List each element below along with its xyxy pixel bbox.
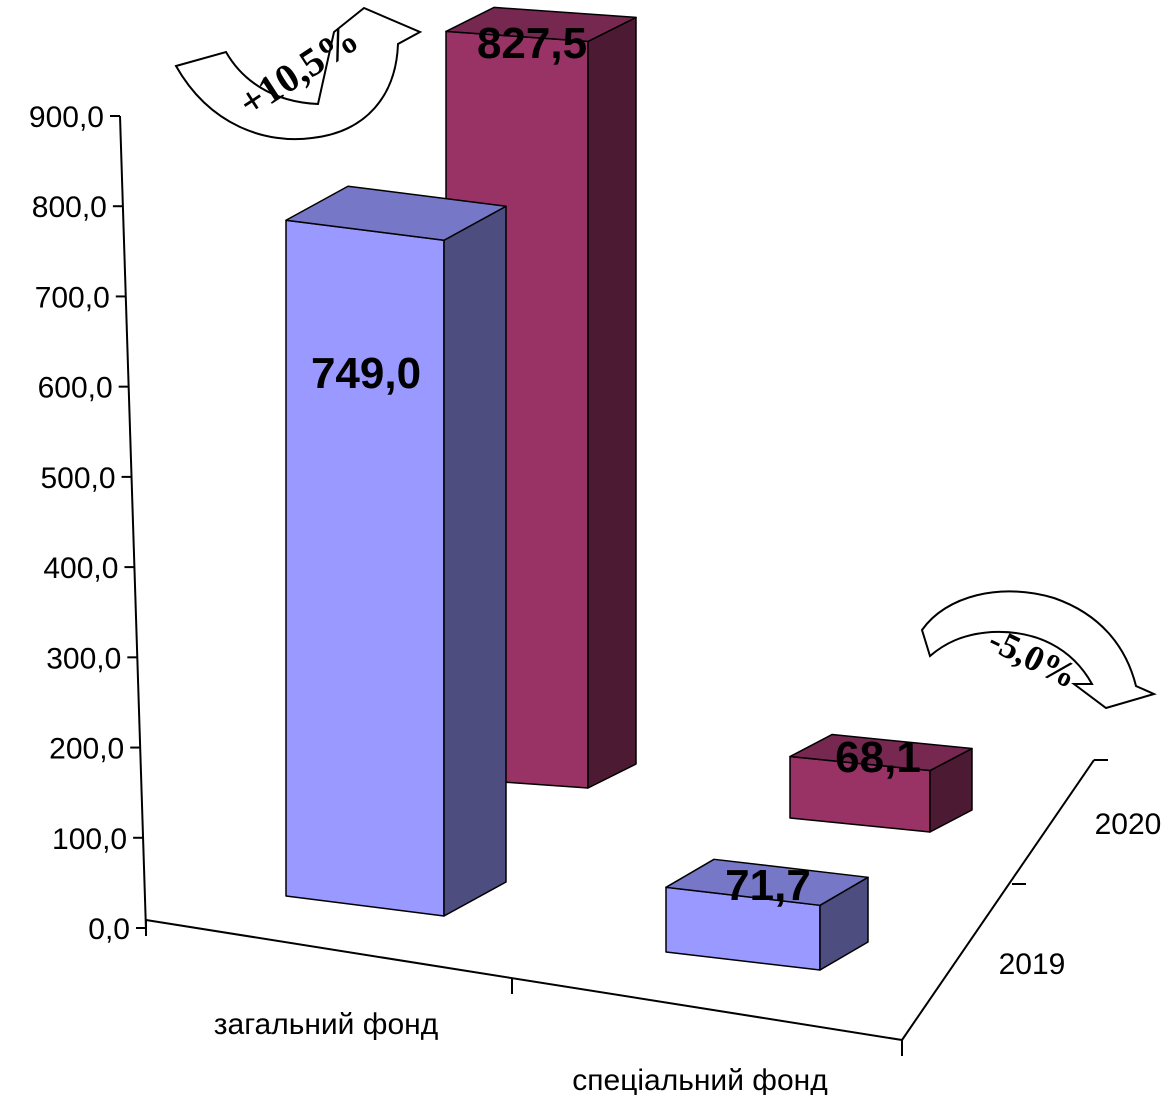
category-label: спеціальний фонд xyxy=(572,1064,827,1095)
curved-up-arrow-icon xyxy=(174,6,423,141)
bar-top-face xyxy=(665,858,869,907)
y-tick-label: 500,0 xyxy=(40,462,115,495)
bar-front-face xyxy=(285,219,445,917)
labels: загальний фонд спеціальний фонд 2019 2020 74… xyxy=(214,19,1162,1095)
bars xyxy=(285,6,973,971)
series-depth-label: 2019 xyxy=(999,948,1066,981)
y-tick-label: 600,0 xyxy=(38,372,113,405)
y-tick-label: 700,0 xyxy=(35,281,110,314)
y-tick-label: 100,0 xyxy=(52,823,127,856)
data-label: 827,5 xyxy=(477,19,587,68)
category-label: загальний фонд xyxy=(214,1008,438,1041)
curved-down-arrow-icon xyxy=(920,590,1157,710)
y-tick-label: 400,0 xyxy=(43,552,118,585)
axes: 0,0 100,0 200,0 300,0 400,0 500,0 600,0 700,0 80… xyxy=(29,101,1108,1056)
increase-arrow-annotation: +10,5% xyxy=(174,6,423,141)
decrease-arrow-annotation: -5,0% xyxy=(920,590,1157,710)
bar-top-face xyxy=(285,185,507,241)
bar-top-face xyxy=(445,6,637,43)
y-tick-label: 900,0 xyxy=(29,101,104,134)
data-label: 749,0 xyxy=(311,349,421,398)
y-tick-label: 0,0 xyxy=(88,913,130,946)
bar-side-face xyxy=(587,16,637,789)
data-label: 71,7 xyxy=(725,861,811,910)
category-axis-line xyxy=(145,919,903,1041)
depth-axis-line xyxy=(901,759,1095,1041)
series-depth-label: 2020 xyxy=(1095,808,1162,841)
data-label: 68,1 xyxy=(835,733,921,782)
y-tick-label: 300,0 xyxy=(46,642,121,675)
bar-side-face xyxy=(443,205,507,917)
bar-top-face xyxy=(789,733,973,772)
y-axis-line xyxy=(119,115,147,931)
y-tick-label: 200,0 xyxy=(49,733,124,766)
y-tick-label: 800,0 xyxy=(32,191,107,224)
